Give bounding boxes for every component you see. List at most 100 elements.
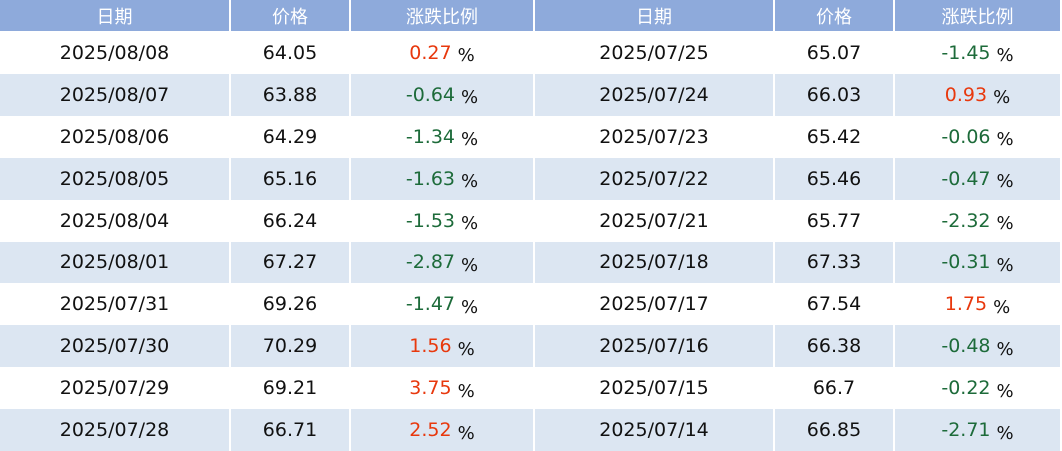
date-cell: 2025/07/21 [535,199,775,242]
change-cell: -1.63% [351,157,535,200]
price-cell: 65.46 [775,157,895,200]
change-cell: -0.47% [895,157,1062,200]
price-cell: 66.85 [775,409,895,451]
change-value: -0.31 [941,251,991,274]
change-cell: 0.93% [895,73,1062,116]
change-value: -0.06 [941,125,991,148]
price-cell: 66.24 [231,199,351,242]
price-table: 日期 价格 涨跌比例 2025/07/25 65.07 -1.45% 2025/07/24 6… [535,0,1062,451]
change-cell: -0.64% [351,73,535,116]
price-table: 日期 价格 涨跌比例 2025/08/08 64.05 0.27% 2025/08/07 63… [0,0,535,451]
change-value: -1.63 [405,167,456,190]
date-cell: 2025/07/17 [535,283,775,326]
change-cell: -2.87% [351,241,535,284]
price-cell: 65.07 [775,32,895,74]
price-cell: 66.71 [231,409,351,451]
change-value: -0.48 [941,335,991,358]
date-cell: 2025/07/31 [0,283,231,326]
date-cell: 2025/07/18 [535,241,775,284]
price-cell: 65.16 [231,157,351,200]
price-cell: 66.38 [775,325,895,368]
date-cell: 2025/08/01 [0,241,231,284]
change-value: -0.22 [941,377,991,400]
percent-sign: % [996,338,1014,360]
change-value: -1.53 [405,209,456,232]
change-value: -1.47 [405,293,456,316]
percent-sign: % [996,380,1014,402]
change-cell: -0.31% [895,241,1062,284]
percent-sign: % [457,380,475,402]
percent-sign: % [461,171,479,193]
percent-sign: % [461,129,479,151]
percent-sign: % [996,422,1014,444]
percent-sign: % [996,171,1014,193]
change-cell: -1.53% [351,199,535,242]
date-cell: 2025/07/30 [0,325,231,368]
date-cell: 2025/07/22 [535,157,775,200]
price-cell: 70.29 [231,325,351,368]
price-cell: 66.7 [775,367,895,410]
percent-sign: % [996,213,1014,235]
change-cell: -0.06% [895,115,1062,158]
date-cell: 2025/07/25 [535,32,775,74]
change-cell: -0.22% [895,367,1062,410]
date-cell: 2025/08/06 [0,115,231,158]
header-cell: 日期 [0,0,231,32]
percent-sign: % [457,45,475,67]
date-cell: 2025/07/16 [535,325,775,368]
change-value: -0.47 [941,167,991,190]
date-cell: 2025/07/29 [0,367,231,410]
change-cell: 1.75% [895,283,1062,326]
header-cell: 涨跌比例 [895,0,1062,32]
change-value: -2.87 [405,251,456,274]
change-value: -2.32 [941,209,991,232]
change-cell: -0.48% [895,325,1062,368]
header-cell: 涨跌比例 [351,0,535,32]
date-cell: 2025/08/05 [0,157,231,200]
header-cell: 价格 [231,0,351,32]
change-cell: -2.71% [895,409,1062,451]
change-cell: 0.27% [351,32,535,74]
price-cell: 67.54 [775,283,895,326]
change-cell: -2.32% [895,199,1062,242]
date-cell: 2025/07/24 [535,73,775,116]
price-cell: 65.77 [775,199,895,242]
change-value: -1.34 [405,125,456,148]
date-cell: 2025/08/08 [0,32,231,74]
date-cell: 2025/07/23 [535,115,775,158]
date-cell: 2025/08/07 [0,73,231,116]
price-cell: 65.42 [775,115,895,158]
percent-sign: % [996,45,1014,67]
price-cell: 69.21 [231,367,351,410]
price-cell: 64.05 [231,32,351,74]
change-cell: -1.47% [351,283,535,326]
price-cell: 63.88 [231,73,351,116]
price-cell: 69.26 [231,283,351,326]
price-cell: 64.29 [231,115,351,158]
change-cell: -1.45% [895,32,1062,74]
percent-sign: % [457,338,475,360]
change-value: 0.93 [944,83,988,106]
percent-sign: % [461,213,479,235]
price-cell: 67.27 [231,241,351,284]
price-cell: 66.03 [775,73,895,116]
header-cell: 日期 [535,0,775,32]
header-cell: 价格 [775,0,895,32]
change-value: -1.45 [941,41,991,64]
percent-sign: % [993,296,1011,318]
change-cell: -1.34% [351,115,535,158]
change-value: 1.56 [409,335,452,358]
date-cell: 2025/07/28 [0,409,231,451]
change-value: -0.64 [405,83,456,106]
date-cell: 2025/08/04 [0,199,231,242]
percent-sign: % [457,422,475,444]
percent-sign: % [461,296,479,318]
change-value: 0.27 [409,41,452,64]
percent-sign: % [461,254,479,276]
date-cell: 2025/07/14 [535,409,775,451]
change-value: 2.52 [409,419,452,442]
change-value: 3.75 [409,377,452,400]
price-cell: 67.33 [775,241,895,284]
